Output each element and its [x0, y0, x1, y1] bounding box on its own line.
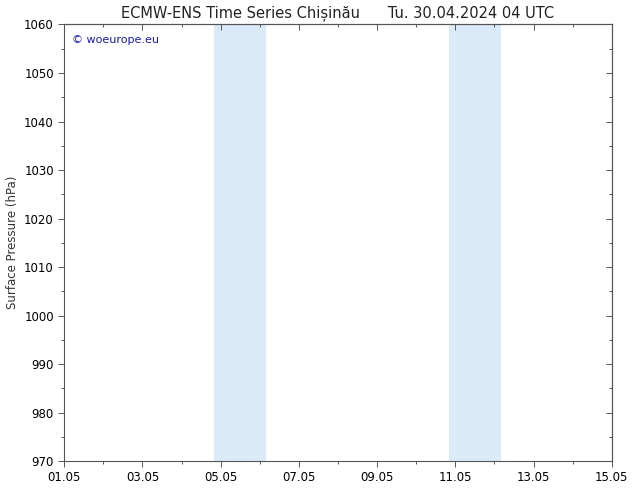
Title: ECMW-ENS Time Series Chișinău      Tu. 30.04.2024 04 UTC: ECMW-ENS Time Series Chișinău Tu. 30.04.… — [122, 5, 555, 22]
Bar — [469, 24, 501, 461]
Bar — [214, 24, 233, 461]
Y-axis label: Surface Pressure (hPa): Surface Pressure (hPa) — [6, 176, 18, 310]
Bar — [233, 24, 266, 461]
Bar — [449, 24, 469, 461]
Text: © woeurope.eu: © woeurope.eu — [72, 35, 160, 46]
